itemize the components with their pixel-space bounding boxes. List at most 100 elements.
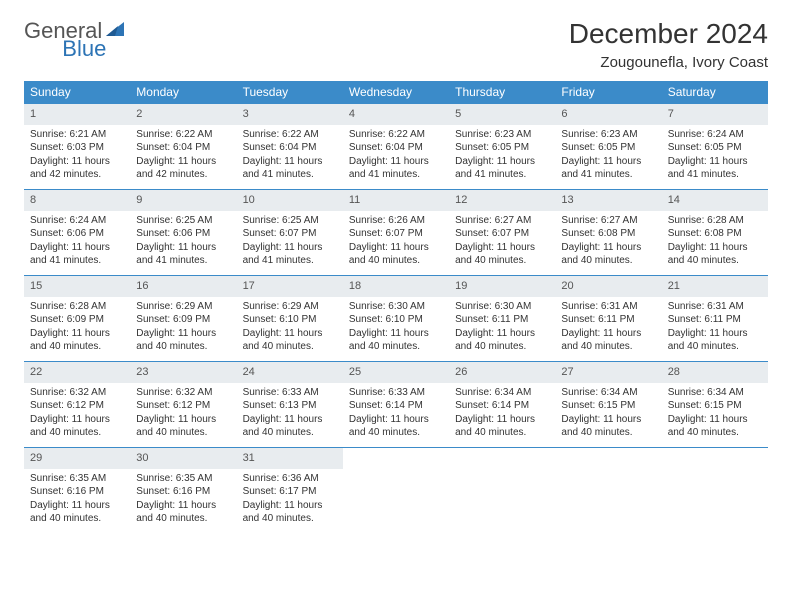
title-block: December 2024 Zougounefla, Ivory Coast: [569, 18, 768, 71]
sunrise-text: Sunrise: 6:24 AM: [668, 128, 762, 142]
daylight-text: Daylight: 11 hours and 41 minutes.: [136, 241, 230, 268]
sunrise-text: Sunrise: 6:25 AM: [136, 214, 230, 228]
sunrise-text: Sunrise: 6:35 AM: [136, 472, 230, 486]
day-number: 22: [24, 362, 130, 383]
daylight-text: Daylight: 11 hours and 40 minutes.: [668, 241, 762, 268]
day-number: 12: [449, 190, 555, 211]
daylight-text: Daylight: 11 hours and 40 minutes.: [455, 413, 549, 440]
day-number: 21: [662, 276, 768, 297]
sunset-text: Sunset: 6:14 PM: [349, 399, 443, 413]
day-number: 11: [343, 190, 449, 211]
sunset-text: Sunset: 6:15 PM: [561, 399, 655, 413]
daylight-text: Daylight: 11 hours and 40 minutes.: [349, 327, 443, 354]
day-number: 19: [449, 276, 555, 297]
sunset-text: Sunset: 6:10 PM: [349, 313, 443, 327]
calendar-cell: 15Sunrise: 6:28 AMSunset: 6:09 PMDayligh…: [24, 276, 130, 362]
day-header: Wednesday: [343, 81, 449, 104]
sunset-text: Sunset: 6:16 PM: [30, 485, 124, 499]
day-body: Sunrise: 6:23 AMSunset: 6:05 PMDaylight:…: [449, 125, 555, 186]
calendar-cell: 23Sunrise: 6:32 AMSunset: 6:12 PMDayligh…: [130, 362, 236, 448]
logo-text-blue: Blue: [62, 36, 106, 62]
daylight-text: Daylight: 11 hours and 40 minutes.: [561, 327, 655, 354]
sunset-text: Sunset: 6:15 PM: [668, 399, 762, 413]
day-number: 25: [343, 362, 449, 383]
day-number: 27: [555, 362, 661, 383]
daylight-text: Daylight: 11 hours and 41 minutes.: [349, 155, 443, 182]
sunrise-text: Sunrise: 6:33 AM: [349, 386, 443, 400]
sunset-text: Sunset: 6:07 PM: [455, 227, 549, 241]
sunrise-text: Sunrise: 6:30 AM: [455, 300, 549, 314]
day-body: Sunrise: 6:35 AMSunset: 6:16 PMDaylight:…: [130, 469, 236, 530]
day-number: 31: [237, 448, 343, 469]
daylight-text: Daylight: 11 hours and 41 minutes.: [561, 155, 655, 182]
day-number: 15: [24, 276, 130, 297]
day-number: 17: [237, 276, 343, 297]
calendar-cell: 31Sunrise: 6:36 AMSunset: 6:17 PMDayligh…: [237, 448, 343, 534]
daylight-text: Daylight: 11 hours and 40 minutes.: [243, 499, 337, 526]
day-header: Tuesday: [237, 81, 343, 104]
day-body: Sunrise: 6:34 AMSunset: 6:14 PMDaylight:…: [449, 383, 555, 444]
day-body: Sunrise: 6:32 AMSunset: 6:12 PMDaylight:…: [24, 383, 130, 444]
sunrise-text: Sunrise: 6:35 AM: [30, 472, 124, 486]
calendar-row: 1Sunrise: 6:21 AMSunset: 6:03 PMDaylight…: [24, 104, 768, 190]
sunrise-text: Sunrise: 6:22 AM: [136, 128, 230, 142]
day-body: Sunrise: 6:29 AMSunset: 6:09 PMDaylight:…: [130, 297, 236, 358]
sunrise-text: Sunrise: 6:32 AM: [136, 386, 230, 400]
logo-flag-icon: [106, 20, 126, 43]
calendar-cell: 13Sunrise: 6:27 AMSunset: 6:08 PMDayligh…: [555, 190, 661, 276]
daylight-text: Daylight: 11 hours and 40 minutes.: [136, 413, 230, 440]
day-number: 1: [24, 104, 130, 125]
day-body: Sunrise: 6:24 AMSunset: 6:06 PMDaylight:…: [24, 211, 130, 272]
daylight-text: Daylight: 11 hours and 40 minutes.: [561, 413, 655, 440]
day-header: Thursday: [449, 81, 555, 104]
daylight-text: Daylight: 11 hours and 40 minutes.: [243, 413, 337, 440]
day-body: Sunrise: 6:31 AMSunset: 6:11 PMDaylight:…: [555, 297, 661, 358]
calendar-cell: 12Sunrise: 6:27 AMSunset: 6:07 PMDayligh…: [449, 190, 555, 276]
day-number: 5: [449, 104, 555, 125]
day-number: 8: [24, 190, 130, 211]
calendar-cell-empty: [343, 448, 449, 534]
sunrise-text: Sunrise: 6:25 AM: [243, 214, 337, 228]
calendar-cell: 1Sunrise: 6:21 AMSunset: 6:03 PMDaylight…: [24, 104, 130, 190]
daylight-text: Daylight: 11 hours and 40 minutes.: [136, 499, 230, 526]
sunset-text: Sunset: 6:14 PM: [455, 399, 549, 413]
day-number: 28: [662, 362, 768, 383]
daylight-text: Daylight: 11 hours and 40 minutes.: [349, 413, 443, 440]
day-number: 9: [130, 190, 236, 211]
daylight-text: Daylight: 11 hours and 42 minutes.: [30, 155, 124, 182]
daylight-text: Daylight: 11 hours and 40 minutes.: [668, 413, 762, 440]
calendar-cell: 5Sunrise: 6:23 AMSunset: 6:05 PMDaylight…: [449, 104, 555, 190]
day-body: Sunrise: 6:36 AMSunset: 6:17 PMDaylight:…: [237, 469, 343, 530]
daylight-text: Daylight: 11 hours and 41 minutes.: [30, 241, 124, 268]
sunrise-text: Sunrise: 6:34 AM: [455, 386, 549, 400]
calendar-cell: 7Sunrise: 6:24 AMSunset: 6:05 PMDaylight…: [662, 104, 768, 190]
calendar-cell: 24Sunrise: 6:33 AMSunset: 6:13 PMDayligh…: [237, 362, 343, 448]
calendar-cell: 18Sunrise: 6:30 AMSunset: 6:10 PMDayligh…: [343, 276, 449, 362]
daylight-text: Daylight: 11 hours and 41 minutes.: [243, 241, 337, 268]
day-header: Monday: [130, 81, 236, 104]
calendar-cell: 6Sunrise: 6:23 AMSunset: 6:05 PMDaylight…: [555, 104, 661, 190]
sunrise-text: Sunrise: 6:33 AM: [243, 386, 337, 400]
sunrise-text: Sunrise: 6:21 AM: [30, 128, 124, 142]
daylight-text: Daylight: 11 hours and 40 minutes.: [349, 241, 443, 268]
calendar-cell: 28Sunrise: 6:34 AMSunset: 6:15 PMDayligh…: [662, 362, 768, 448]
daylight-text: Daylight: 11 hours and 40 minutes.: [30, 413, 124, 440]
day-body: Sunrise: 6:25 AMSunset: 6:07 PMDaylight:…: [237, 211, 343, 272]
calendar-cell: 20Sunrise: 6:31 AMSunset: 6:11 PMDayligh…: [555, 276, 661, 362]
sunset-text: Sunset: 6:09 PM: [30, 313, 124, 327]
calendar-cell: 9Sunrise: 6:25 AMSunset: 6:06 PMDaylight…: [130, 190, 236, 276]
sunset-text: Sunset: 6:04 PM: [136, 141, 230, 155]
sunset-text: Sunset: 6:12 PM: [30, 399, 124, 413]
daylight-text: Daylight: 11 hours and 40 minutes.: [243, 327, 337, 354]
day-number: 29: [24, 448, 130, 469]
sunset-text: Sunset: 6:09 PM: [136, 313, 230, 327]
sunrise-text: Sunrise: 6:23 AM: [561, 128, 655, 142]
day-body: Sunrise: 6:31 AMSunset: 6:11 PMDaylight:…: [662, 297, 768, 358]
calendar-cell: 16Sunrise: 6:29 AMSunset: 6:09 PMDayligh…: [130, 276, 236, 362]
day-body: Sunrise: 6:27 AMSunset: 6:07 PMDaylight:…: [449, 211, 555, 272]
day-header: Saturday: [662, 81, 768, 104]
calendar-cell: 14Sunrise: 6:28 AMSunset: 6:08 PMDayligh…: [662, 190, 768, 276]
sunset-text: Sunset: 6:08 PM: [561, 227, 655, 241]
day-number: 23: [130, 362, 236, 383]
sunset-text: Sunset: 6:11 PM: [455, 313, 549, 327]
